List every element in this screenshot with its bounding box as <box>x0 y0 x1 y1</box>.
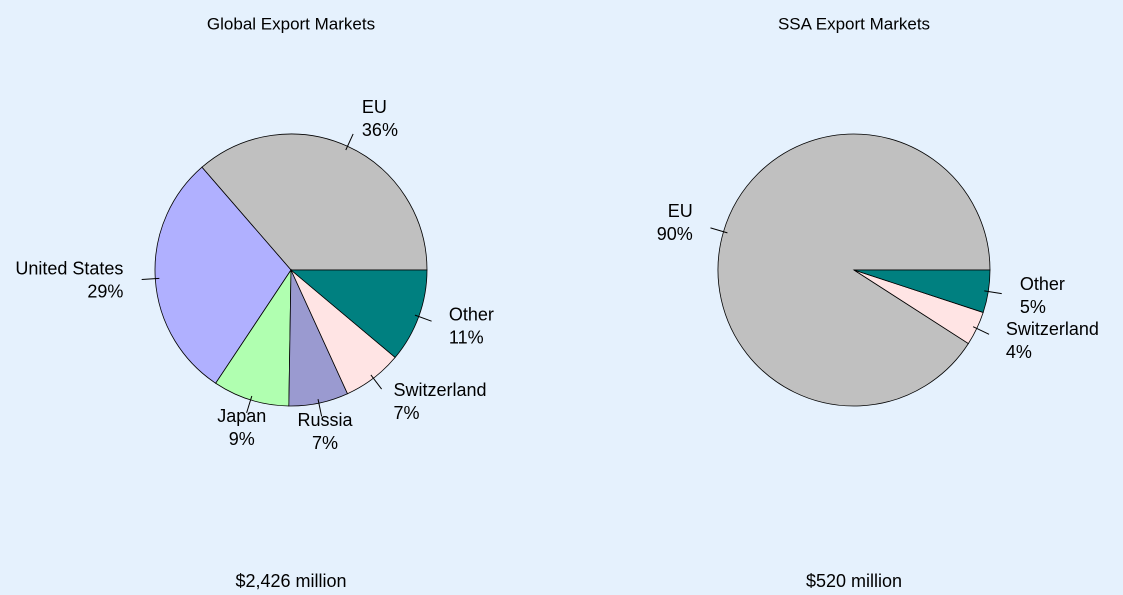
slice-value-label: 9% <box>229 429 255 449</box>
slice-value-label: 29% <box>87 281 123 301</box>
slice-label: Switzerland <box>393 380 486 400</box>
slice-value-label: 11% <box>449 327 484 347</box>
slice-label: Other <box>449 304 494 324</box>
leader-line <box>984 290 1002 295</box>
leader-line <box>141 277 160 280</box>
leader-line <box>345 133 354 151</box>
leader-line <box>710 227 728 234</box>
slice-label: EU <box>668 201 693 221</box>
slice-label: Other <box>1020 274 1065 294</box>
chart-title: SSA Export Markets <box>778 14 930 33</box>
slice-label: United States <box>15 258 123 278</box>
slice-value-label: 7% <box>312 433 338 453</box>
leader-line <box>246 395 253 414</box>
leader-line <box>414 314 432 322</box>
leader-line <box>972 326 990 335</box>
chart-annotation: $520 million <box>806 571 902 591</box>
slice-label: Japan <box>217 406 266 426</box>
slice-value-label: 4% <box>1006 342 1032 362</box>
slice-value-label: 5% <box>1020 297 1046 317</box>
leader-line <box>317 399 323 417</box>
slice-label: Switzerland <box>1006 319 1099 339</box>
chart-annotation: $2,426 million <box>235 571 346 591</box>
slice-value-label: 36% <box>362 120 398 140</box>
slice-label: EU <box>362 97 387 117</box>
chart-title: Global Export Markets <box>207 14 375 33</box>
slice-value-label: 90% <box>657 224 693 244</box>
slice-label: Russia <box>297 410 353 430</box>
slice-value-label: 7% <box>393 403 419 423</box>
leader-line <box>370 374 382 390</box>
